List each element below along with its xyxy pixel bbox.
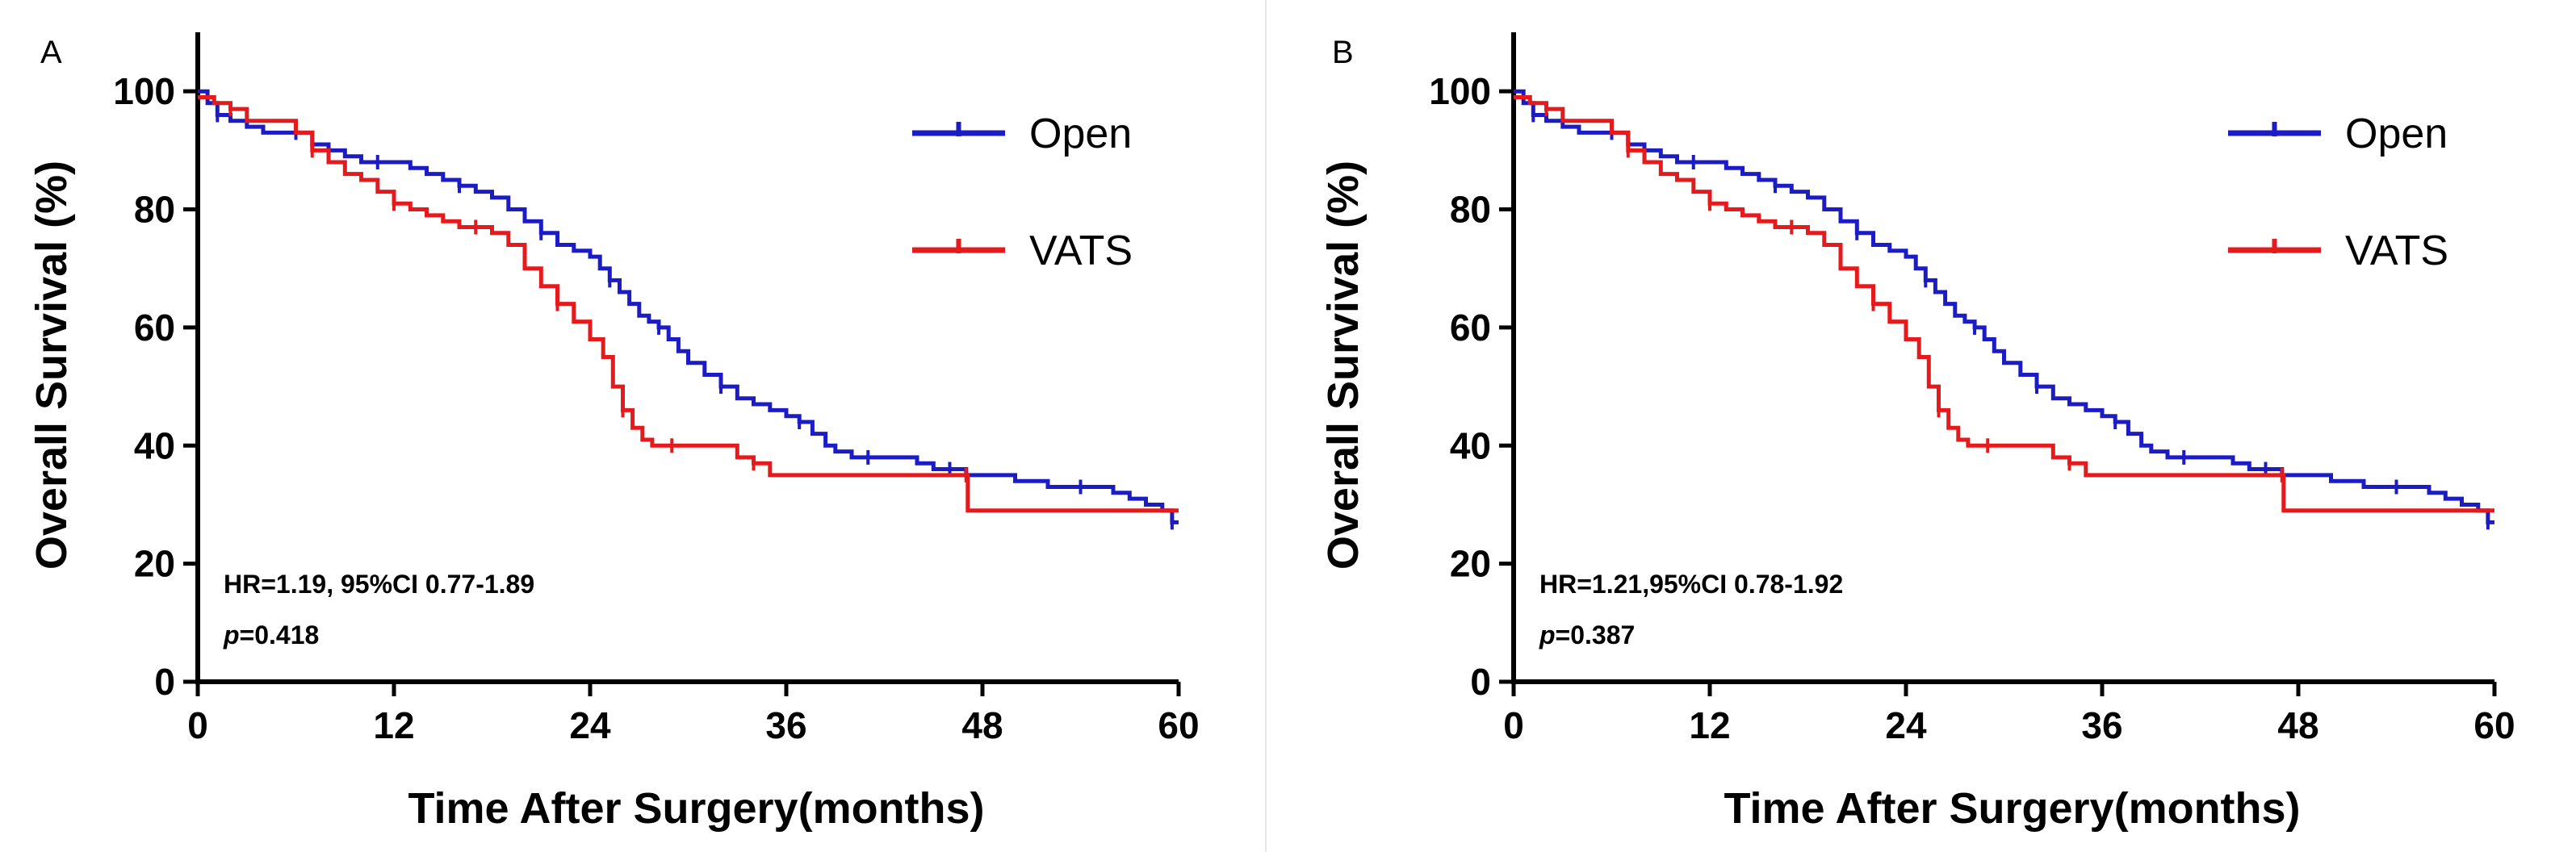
y-axis-title: Overall Survival (%)	[27, 161, 76, 570]
panel-b: B 0 20 40 60 80 100 0 12 24 36 48 60 Time After Surge…	[1319, 32, 2515, 833]
x-tick-label: 60	[2473, 704, 2515, 746]
panel-letter: A	[40, 35, 62, 70]
x-tick-label: 36	[765, 704, 806, 746]
series-line-open	[198, 89, 1179, 524]
p-value-annotation: p=0.387	[1539, 620, 1635, 649]
x-tick-label: 24	[569, 704, 611, 746]
series-line-open	[1514, 89, 2494, 524]
y-tick-label: 60	[1450, 307, 1491, 349]
y-tick-label: 0	[1470, 661, 1491, 703]
hr-annotation: HR=1.21,95%CI 0.78-1.92	[1539, 570, 1843, 599]
y-tick-label: 20	[1450, 543, 1491, 585]
y-tick-label: 20	[134, 543, 175, 585]
x-axis-title: Time After Surgery(months)	[1724, 784, 2300, 833]
legend-label-vats: VATS	[2345, 228, 2448, 274]
y-tick-label: 40	[1450, 424, 1491, 466]
y-tick-label: 80	[1450, 189, 1491, 231]
legend-label-open: Open	[1029, 111, 1132, 157]
x-tick-label: 48	[961, 704, 1003, 746]
x-axis-title: Time After Surgery(months)	[408, 784, 984, 833]
x-tick-label: 12	[373, 704, 414, 746]
p-symbol: p	[223, 620, 240, 649]
p-value: =0.387	[1556, 620, 1636, 649]
panel-letter: B	[1332, 35, 1354, 70]
p-value-annotation: p=0.418	[223, 620, 319, 649]
legend-label-vats: VATS	[1029, 228, 1133, 274]
y-tick-label: 80	[134, 189, 175, 231]
legend-label-open: Open	[2345, 111, 2448, 157]
p-symbol: p	[1539, 620, 1556, 649]
x-tick-label: 0	[1503, 704, 1524, 746]
panel-a: A 0 20 40 60 80 100 0 12 24 36 48 60 Time After Surge…	[27, 32, 1200, 833]
y-tick-label: 60	[134, 307, 175, 349]
x-tick-label: 36	[2081, 704, 2122, 746]
x-tick-label: 0	[187, 704, 208, 746]
y-axis-title: Overall Survival (%)	[1319, 161, 1368, 570]
x-tick-label: 24	[1885, 704, 1927, 746]
x-tick-label: 48	[2277, 704, 2318, 746]
x-tick-label: 12	[1689, 704, 1730, 746]
x-tick-label: 60	[1158, 704, 1199, 746]
y-tick-label: 100	[1429, 70, 1491, 112]
y-tick-label: 100	[113, 70, 175, 112]
hr-annotation: HR=1.19, 95%CI 0.77-1.89	[224, 570, 534, 599]
p-value: =0.418	[240, 620, 320, 649]
y-tick-label: 40	[134, 424, 175, 466]
y-tick-label: 0	[154, 661, 175, 703]
